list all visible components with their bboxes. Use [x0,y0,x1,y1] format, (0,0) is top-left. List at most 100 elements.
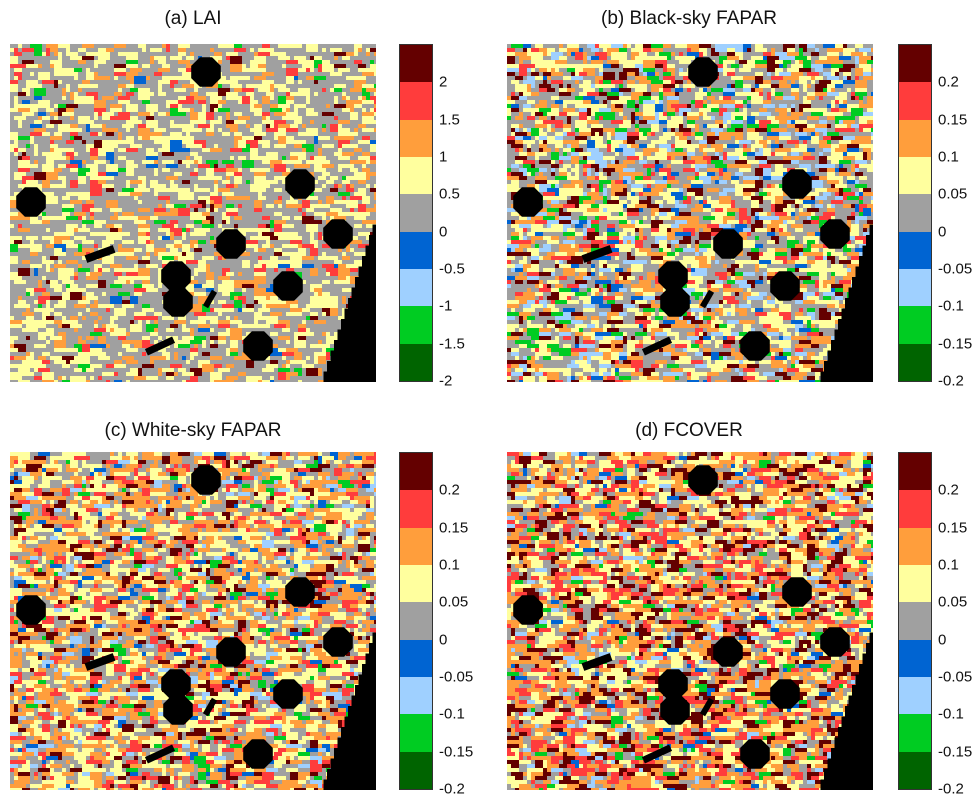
masked-area [273,679,303,709]
colorbar-tick-label: -0.5 [439,261,465,278]
masked-area [191,465,221,495]
difference-map [507,44,873,382]
masked-area [243,331,273,361]
masked-area [323,219,353,249]
panel-title: (b) Black-sky FAPAR [601,8,777,30]
masked-area [16,595,46,625]
colorbar-tick-label: 0.1 [938,149,959,166]
colorbar-tick-label: -0.05 [439,669,473,686]
colorbar-segment [899,231,931,269]
colorbar-segment [400,565,432,603]
masked-area [161,261,191,291]
colorbar-tick-label: 0.2 [938,74,959,91]
colorbar-segment [899,343,931,381]
masked-area [243,739,273,769]
colorbar-tick-label: 0.05 [938,186,967,203]
colorbar-tick-label: 0.5 [439,186,460,203]
masked-area [770,679,800,709]
colorbar-segment [400,453,432,491]
colorbar-segment [400,490,432,528]
masked-area [688,57,718,87]
colorbar-tick-label: 1 [439,149,447,166]
masked-area [191,57,221,87]
masked-area [782,169,812,199]
masked-area [16,187,46,217]
masked-area [713,637,743,667]
colorbar-tick-label: 0 [439,631,447,648]
masked-area [163,287,193,317]
colorbar-tick-label: -0.15 [938,335,972,352]
colorbar-segment [899,119,931,157]
colorbar-segment [400,343,432,381]
colorbar-segment [400,677,432,715]
colorbar-tick-label: 0 [938,223,946,240]
colorbar-segment [400,194,432,232]
colorbar [399,452,433,790]
colorbar-segment [899,453,931,491]
masked-area [163,695,193,725]
colorbar-tick-label: 0.15 [439,519,468,536]
colorbar-segment [400,119,432,157]
colorbar-tick-label: -2 [439,373,452,390]
masked-area [161,669,191,699]
colorbar-segment [899,527,931,565]
colorbar-segment [899,565,931,603]
colorbar-segment [400,82,432,120]
colorbar-segment [400,269,432,307]
colorbar [898,44,932,382]
masked-area [285,169,315,199]
colorbar-segment [899,157,931,195]
masked-area [770,271,800,301]
panel-title: (c) White-sky FAPAR [105,420,282,442]
masked-area [740,739,770,769]
masked-area [658,669,688,699]
colorbar-segment [400,157,432,195]
colorbar-tick-label: -0.15 [439,743,473,760]
colorbar-tick-label: -0.05 [938,261,972,278]
masked-area [820,219,850,249]
colorbar-tick-label: 0.05 [439,594,468,611]
panel-title: (d) FCOVER [635,420,743,442]
colorbar [399,44,433,382]
colorbar-segment [400,751,432,789]
colorbar-tick-label: -0.2 [439,781,465,798]
colorbar-segment [899,45,931,83]
colorbar-segment [899,677,931,715]
colorbar-segment [400,602,432,640]
colorbar-segment [899,194,931,232]
colorbar [898,452,932,790]
colorbar-tick-label: 0.2 [439,482,460,499]
colorbar-tick-label: -0.1 [439,706,465,723]
colorbar-tick-label: -0.1 [938,298,964,315]
masked-area [658,261,688,291]
masked-area [216,229,246,259]
colorbar-tick-label: 0.15 [938,519,967,536]
colorbar-tick-label: 1.5 [439,111,460,128]
masked-area [688,465,718,495]
colorbar-tick-label: 0.15 [938,111,967,128]
colorbar-segment [899,306,931,344]
masked-area [660,287,690,317]
colorbar-tick-label: 0 [439,223,447,240]
colorbar-tick-label: 0.2 [938,482,959,499]
colorbar-tick-label: 0.05 [938,594,967,611]
colorbar-tick-label: -0.2 [938,373,964,390]
colorbar-segment [899,602,931,640]
colorbar-tick-label: 0.1 [439,557,460,574]
colorbar-tick-label: 0 [938,631,946,648]
colorbar-segment [400,231,432,269]
masked-area [323,627,353,657]
masked-area [740,331,770,361]
colorbar-tick-label: -0.2 [938,781,964,798]
masked-area [273,271,303,301]
masked-area [713,229,743,259]
colorbar-tick-label: -1.5 [439,335,465,352]
masked-area [660,695,690,725]
colorbar-tick-label: -0.05 [938,669,972,686]
colorbar-tick-label: -0.1 [938,706,964,723]
panel-title: (a) LAI [164,8,221,30]
colorbar-tick-label: -0.15 [938,743,972,760]
masked-area [513,595,543,625]
masked-area [820,627,850,657]
masked-area [216,637,246,667]
